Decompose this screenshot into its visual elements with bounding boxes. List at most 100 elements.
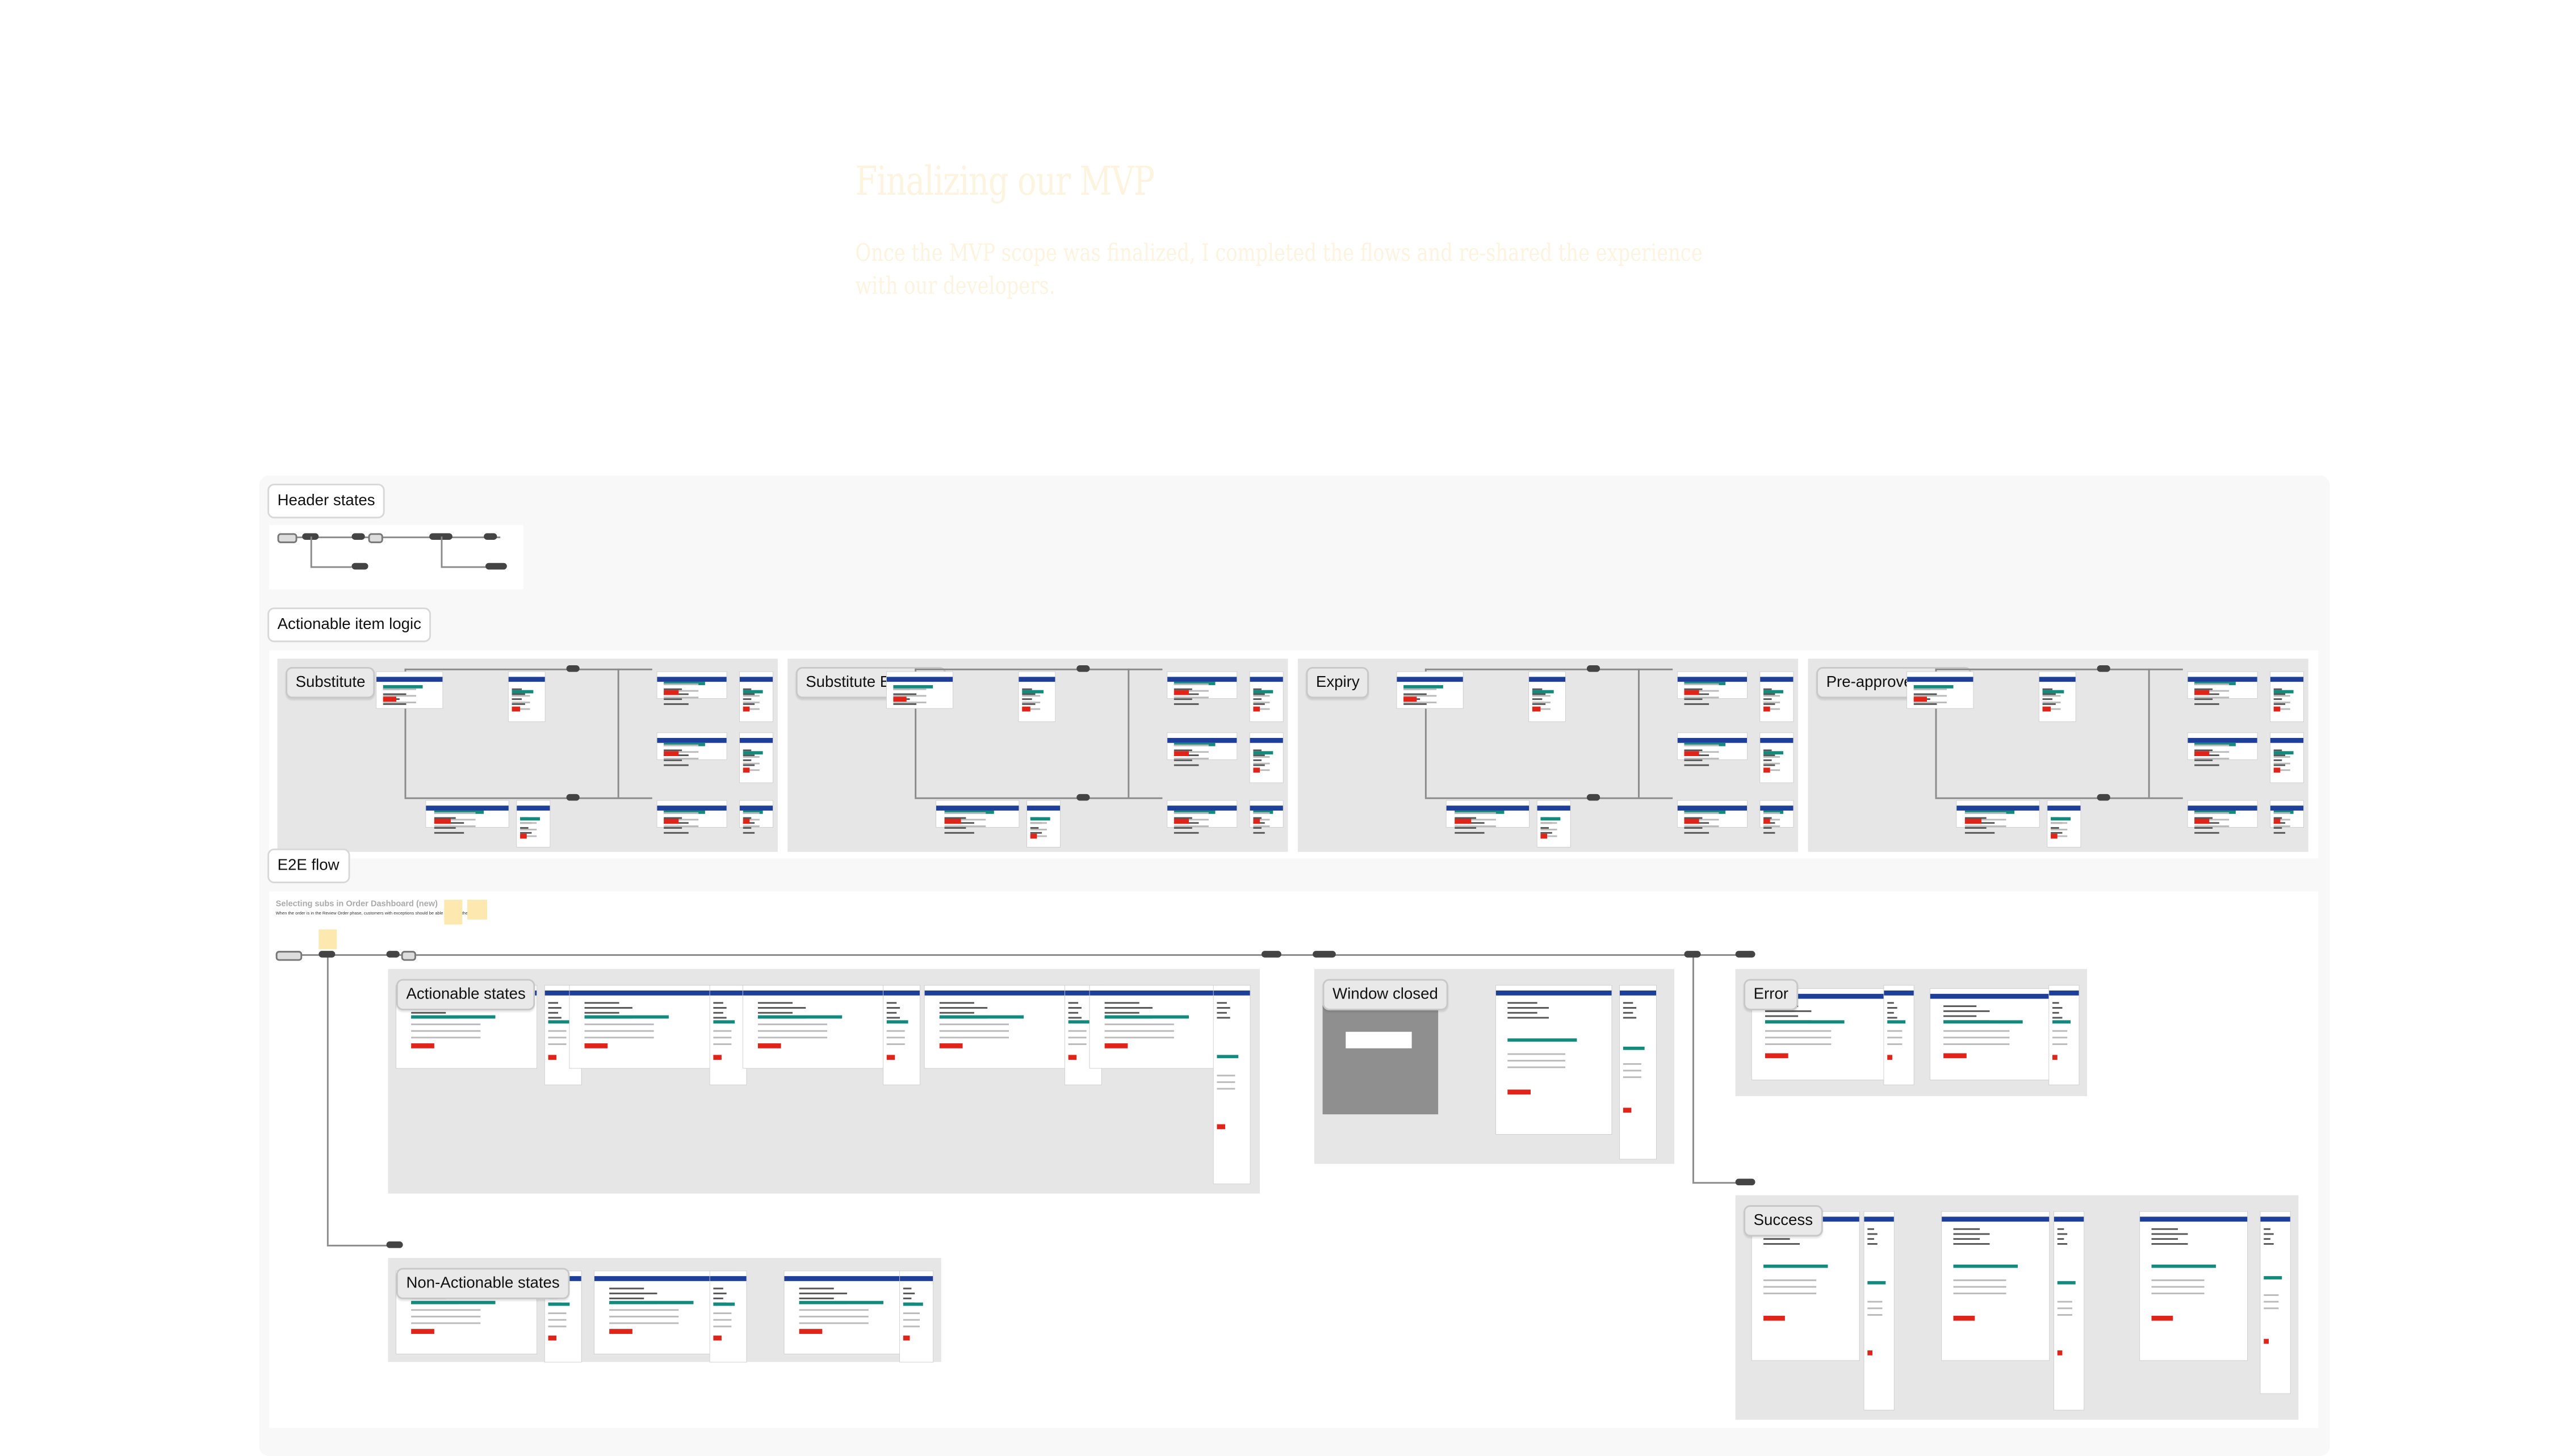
text-line (1022, 698, 1032, 700)
text-line (743, 698, 752, 700)
action-button (1507, 1089, 1531, 1095)
text-line (1532, 700, 1551, 703)
action-button (743, 767, 750, 773)
brand-header-bar (2270, 677, 2304, 682)
text-line (1943, 1005, 1977, 1008)
text-line (410, 1315, 481, 1317)
brand-header-bar (1250, 738, 1283, 743)
text-line (608, 1287, 644, 1290)
text-line (548, 1043, 567, 1046)
text-line (757, 1029, 828, 1031)
progress-bar (1253, 689, 1273, 693)
flow-node (319, 951, 336, 958)
text-line (1507, 1012, 1537, 1014)
text-line (2273, 825, 2290, 828)
flow-node (386, 1241, 403, 1248)
text-line (938, 1029, 1009, 1031)
text-line (1104, 1017, 1153, 1019)
brand-header-bar (2188, 738, 2257, 743)
text-line (1507, 1059, 1566, 1061)
text-line (798, 1293, 848, 1295)
mini-screen (883, 985, 920, 1085)
flow-connector (404, 797, 652, 799)
text-line (1952, 1243, 1991, 1245)
text-line (713, 1297, 723, 1300)
text-line (1913, 688, 1947, 690)
text-line (1887, 1037, 1902, 1039)
flow-connector (1935, 797, 2183, 799)
action-button (1174, 819, 1188, 824)
text-line (887, 1002, 896, 1004)
progress-bar (584, 1014, 668, 1018)
text-line (2052, 1012, 2060, 1014)
brand-header-bar (2188, 677, 2257, 682)
progress-bar (1952, 1264, 2017, 1268)
mini-screen (1495, 985, 1612, 1135)
progress-bar (743, 750, 763, 754)
mini-screen (1537, 800, 1570, 847)
text-line (1952, 1278, 2006, 1281)
text-line (1887, 1012, 1895, 1014)
brand-header-bar (544, 990, 581, 996)
brand-header-bar (739, 738, 773, 743)
text-line (383, 701, 416, 704)
action-button (1217, 1124, 1225, 1130)
text-line (664, 812, 699, 815)
brand-header-bar (1760, 805, 1794, 811)
mini-screen (1167, 733, 1237, 766)
text-line (1022, 707, 1041, 710)
text-line (1253, 764, 1265, 766)
progress-bar (1174, 809, 1216, 813)
brand-header-bar (2047, 805, 2081, 811)
text-line (1623, 1002, 1633, 1004)
text-line (757, 1035, 828, 1038)
text-line (1030, 821, 1047, 824)
action-button (664, 819, 678, 824)
text-line (664, 758, 699, 760)
text-line (2151, 1291, 2205, 1294)
text-line (1887, 1030, 1902, 1033)
action-button (434, 819, 451, 824)
action-button (887, 1055, 895, 1060)
brand-header-bar (508, 677, 545, 682)
text-line (1174, 764, 1199, 766)
mini-screen (569, 985, 710, 1068)
brand-header-bar (1620, 990, 1657, 996)
text-line (2263, 1293, 2278, 1296)
text-line (2052, 1017, 2063, 1019)
brand-header-bar (2049, 990, 2079, 996)
mini-screen (886, 672, 953, 708)
text-line (2052, 1030, 2067, 1033)
text-line (893, 688, 927, 690)
text-line (2273, 759, 2282, 762)
text-line (434, 825, 476, 828)
text-line (1022, 700, 1041, 703)
text-line (938, 1035, 1009, 1038)
text-line (757, 1022, 828, 1025)
text-line (1455, 827, 1476, 829)
text-line (713, 1012, 723, 1014)
text-line (944, 812, 986, 815)
text-line (2273, 703, 2286, 706)
action-button (512, 706, 519, 712)
flow-connector (1424, 668, 1673, 670)
text-line (1403, 693, 1427, 695)
logic-card: Pre-approved Subs (1808, 658, 2308, 852)
text-line (713, 1037, 732, 1039)
text-line (664, 751, 699, 754)
group-label: Actionable states (396, 979, 536, 1010)
brand-header-bar (1752, 993, 1884, 999)
progress-bar (713, 1020, 736, 1024)
text-line (1964, 817, 1986, 820)
flow-node (1586, 794, 1600, 801)
text-line (2263, 1306, 2278, 1309)
text-line (1867, 1300, 1882, 1303)
text-line (1104, 1007, 1153, 1009)
progress-bar (2263, 1275, 2282, 1279)
brand-header-bar (1677, 805, 1747, 811)
brand-header-bar (1956, 805, 2039, 811)
flow-connector (1424, 797, 1673, 799)
progress-bar (1507, 1037, 1577, 1041)
brand-header-bar (2140, 1216, 2248, 1222)
mini-screen (936, 800, 1019, 834)
